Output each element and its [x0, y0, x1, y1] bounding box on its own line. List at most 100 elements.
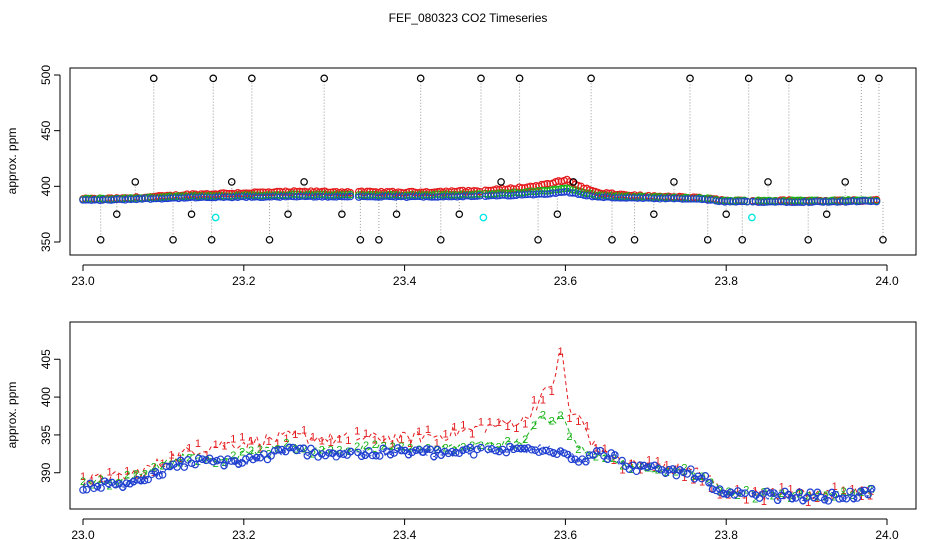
series-3-ring	[611, 451, 619, 459]
x-tick-label: 23.6	[554, 274, 578, 288]
series-2-label: 2	[407, 443, 413, 455]
series-3-ring	[516, 444, 525, 453]
series-3-label: 3	[728, 487, 734, 499]
y-tick-label: 400	[39, 387, 53, 407]
series-3-ring	[220, 461, 228, 470]
series-3-ring	[853, 494, 862, 502]
series-3-ring	[191, 460, 199, 469]
series-3-ring	[545, 447, 554, 456]
black-spike-point	[207, 235, 216, 244]
series-3-label: 3	[387, 450, 393, 462]
series-2-label: 2	[133, 468, 139, 480]
black-spike-point	[608, 235, 616, 244]
series-3-ring	[234, 459, 243, 468]
blue-point	[346, 192, 355, 201]
series-3-ring	[820, 495, 829, 504]
series-3-ring	[176, 456, 185, 465]
series-3-label: 3	[304, 451, 310, 463]
series-3-ring	[849, 494, 858, 503]
series-1-label: 1	[133, 470, 139, 482]
series-3-label: 3	[662, 468, 668, 480]
series-1-label: 1	[389, 438, 395, 450]
series-3-ring	[260, 450, 268, 458]
series-3-ring	[198, 455, 207, 463]
series-3-label: 3	[467, 442, 473, 454]
series-3-ring	[365, 446, 373, 455]
series-3-ring	[520, 444, 529, 453]
series-3-ring	[433, 445, 442, 454]
black-spike-point	[356, 235, 365, 244]
series-3-ring	[274, 446, 283, 454]
series-1-label: 1	[566, 413, 572, 425]
series-1-label: 1	[655, 455, 661, 467]
series-3-ring	[408, 448, 417, 457]
series-2-label: 2	[504, 436, 510, 448]
series-3-label: 3	[438, 450, 444, 462]
blue-point	[743, 197, 751, 206]
series-3-ring	[336, 449, 344, 458]
series-1-label: 1	[257, 442, 263, 454]
series-3-ring	[643, 463, 652, 471]
series-3-ring	[618, 456, 626, 465]
series-1-label: 1	[328, 437, 334, 449]
series-1-label: 1	[345, 435, 351, 447]
series-3-ring	[227, 457, 236, 465]
series-2-label: 2	[823, 491, 829, 503]
black-spike-point	[477, 74, 485, 83]
series-3-ring	[773, 496, 782, 504]
series-2-label: 2	[221, 457, 227, 469]
series-3-ring	[122, 479, 131, 487]
series-3-ring	[864, 490, 872, 499]
series-3-ring	[180, 463, 189, 471]
bottom-panel: approx. ppm 23.0 23.2 23.4 23.6 23.8 24.0 390 3…	[5, 321, 917, 540]
series-1-label: 1	[319, 436, 325, 448]
series-3-ring	[795, 488, 804, 497]
series-1-label: 1	[743, 494, 749, 506]
blue-point	[712, 197, 720, 205]
series-3-ring	[560, 449, 568, 457]
series-1-label: 1	[469, 428, 475, 440]
series-3-ring	[719, 489, 728, 498]
series-1-label: 1	[531, 395, 537, 407]
series-3-ring	[835, 494, 843, 503]
x-tick-label: 23.0	[71, 274, 95, 288]
series-3-ring	[654, 464, 663, 473]
series-3-ring	[209, 457, 218, 466]
series-2-label: 2	[124, 470, 130, 482]
bottom-y-axis-label: approx. ppm	[5, 382, 19, 449]
series-3-ring	[867, 484, 876, 493]
series-3-ring	[249, 455, 257, 464]
series-1-label: 1	[496, 417, 502, 429]
series-3-ring	[484, 445, 493, 454]
black-spike-point	[879, 235, 887, 244]
series-2-label: 2	[434, 444, 440, 456]
series-2-label: 2	[841, 486, 847, 498]
series-3-ring	[705, 478, 713, 487]
series-1-label: 1	[761, 496, 767, 508]
black-spike-point	[169, 235, 177, 244]
x-tick-label: 23.4	[393, 528, 417, 540]
series-3-ring	[252, 453, 261, 462]
series-3-ring	[582, 457, 590, 466]
series-1-label: 1	[779, 482, 785, 494]
series-3-ring	[270, 447, 279, 455]
series-3-ring	[603, 455, 612, 463]
series-1-label: 1	[540, 395, 546, 407]
series-2-label: 2	[301, 444, 307, 456]
y-tick-label: 390	[39, 462, 53, 482]
series-1-label: 1	[372, 434, 378, 446]
series-1-label: 1	[98, 473, 104, 485]
series-1-label: 1	[354, 425, 360, 437]
series-2-label: 2	[389, 441, 395, 453]
series-3-ring	[701, 472, 710, 480]
series-1-label: 1	[124, 466, 130, 478]
y-tick-label: 450	[39, 120, 53, 140]
blue-point	[723, 197, 732, 206]
series-2-label: 2	[522, 434, 528, 446]
bottom-plot-frame	[69, 321, 917, 510]
series-3-ring	[477, 443, 485, 452]
series-3-ring	[469, 450, 478, 459]
series-3-label: 3	[395, 443, 401, 455]
series-1-label: 1	[434, 438, 440, 450]
series-3-label: 3	[706, 478, 712, 490]
